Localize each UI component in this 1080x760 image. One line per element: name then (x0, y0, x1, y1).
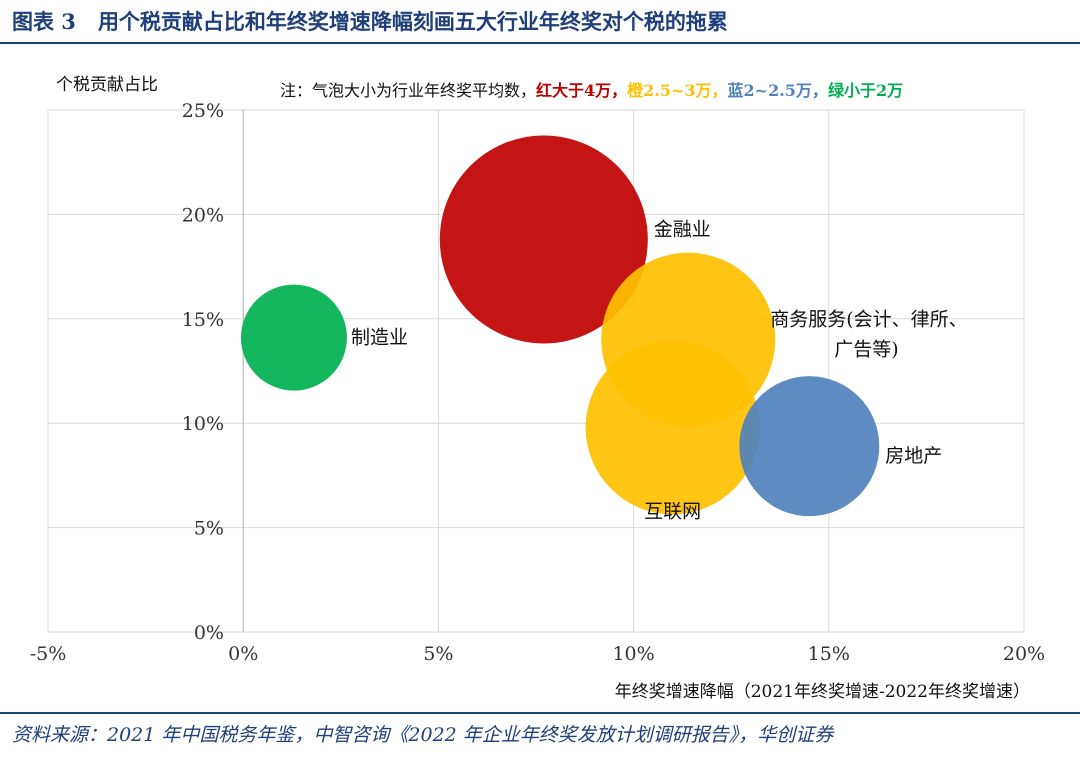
bubble (585, 340, 760, 515)
y-tick-label: 10% (182, 413, 224, 435)
bubble-label-line: 广告等) (834, 339, 898, 361)
bubble-label-line: 金融业 (654, 218, 711, 240)
y-tick-label: 15% (182, 309, 224, 331)
x-tick-label: 15% (808, 643, 850, 665)
bubble (739, 376, 880, 517)
title-divider (0, 42, 1080, 44)
figure-label: 图表 3 (12, 9, 76, 34)
x-tick-label: -5% (30, 643, 67, 665)
y-axis-title: 个税贡献占比 (56, 75, 158, 95)
bubble-label-line: 房地产 (885, 445, 942, 467)
x-tick-label: 10% (612, 643, 654, 665)
bubble-label: 商务服务(会计、律所、广告等) (770, 309, 967, 361)
x-axis-title: 年终奖增速降幅（2021年终奖增速-2022年终奖增速） (615, 682, 1030, 702)
bubble-label-line: 互联网 (644, 500, 701, 522)
bubble (240, 284, 347, 391)
note-legend-item: 红大于4万， (536, 81, 627, 100)
figure-title: 用个税贡献占比和年终奖增速降幅刻画五大行业年终奖对个税的拖累 (97, 9, 728, 34)
bubble-label: 房地产 (885, 445, 942, 467)
x-tick-label: 0% (228, 643, 258, 665)
y-tick-label: 25% (182, 100, 224, 122)
y-tick-label: 0% (194, 622, 224, 644)
bubble-chart: -5% 0% 5% 10% 15% 20% 0% 5% 10% 15% 20% 25% 个税贡献占比年终… (30, 75, 1045, 702)
note-legend-item: 蓝2~2.5万， (728, 81, 828, 100)
y-tick-label: 20% (182, 204, 224, 226)
page-title: 图表 3 用个税贡献占比和年终奖增速降幅刻画五大行业年终奖对个税的拖累 (12, 4, 1068, 40)
bubble-label: 制造业 (351, 327, 408, 349)
note-prefix: 注：气泡大小为行业年终奖平均数， (280, 81, 536, 100)
x-tick-label: 5% (423, 643, 453, 665)
note-legend-item: 橙2.5~3万， (627, 81, 727, 100)
bubble-label: 金融业 (654, 218, 711, 240)
bubble-label-line: 商务服务(会计、律所、 (770, 309, 967, 331)
bubble (439, 135, 648, 344)
source-divider (0, 712, 1080, 714)
bubble-label: 互联网 (644, 500, 701, 522)
bubble-size-note: 注：气泡大小为行业年终奖平均数，红大于4万，橙2.5~3万，蓝2~2.5万，绿小… (280, 81, 903, 100)
x-tick-label: 20% (1003, 643, 1045, 665)
bubble-label-line: 制造业 (351, 327, 408, 349)
y-tick-label: 5% (194, 518, 224, 540)
plot-area (47, 109, 1025, 633)
note-legend-item: 绿小于2万 (828, 81, 903, 100)
source-note: 资料来源：2021 年中国税务年鉴，中智咨询《2022 年企业年终奖发放计划调研… (12, 724, 834, 746)
